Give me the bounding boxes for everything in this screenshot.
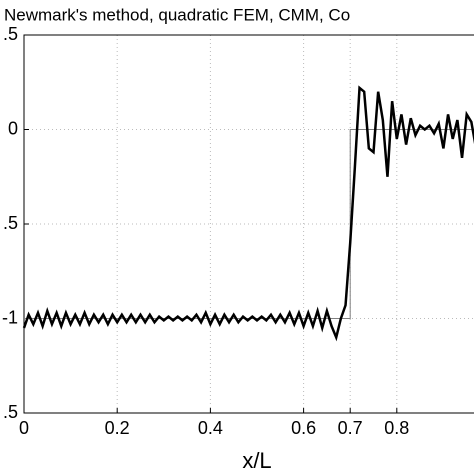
x-tick-label: 0.6 [291, 418, 316, 438]
y-tick-label: -1 [2, 307, 18, 327]
x-tick-label: 0 [19, 418, 29, 438]
y-tick-label: 0 [8, 118, 18, 138]
x-axis-label: x/L [242, 448, 271, 473]
y-tick-label: .5 [3, 213, 18, 233]
chart-title: Newmark's method, quadratic FEM, CMM, Co [4, 5, 350, 24]
x-tick-label: 0.2 [105, 418, 130, 438]
series-line [22, 85, 474, 342]
x-tick-label: 0.4 [198, 418, 223, 438]
y-tick-label: .5 [3, 24, 18, 44]
x-tick-label: 0.7 [338, 418, 363, 438]
plot-frame [23, 34, 474, 414]
y-tick-label: .5 [3, 402, 18, 422]
x-tick-label: 0.8 [384, 418, 409, 438]
